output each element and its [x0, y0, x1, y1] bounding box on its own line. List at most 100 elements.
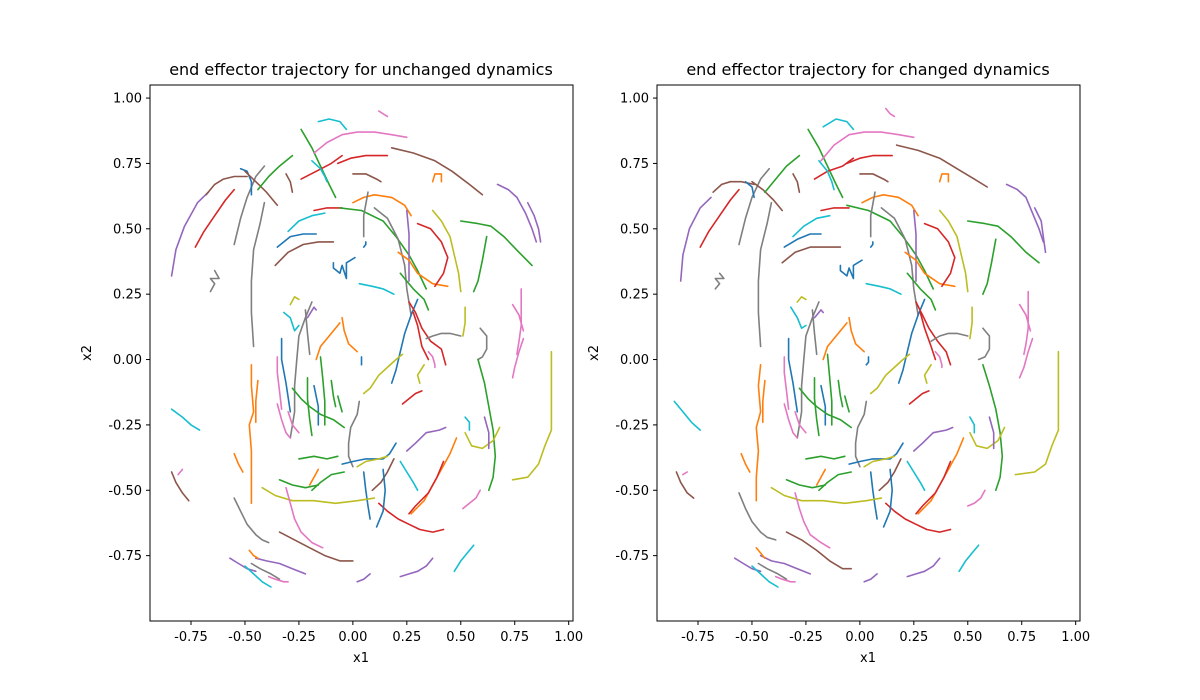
left-chart-title: end effector trajectory for unchanged dy… — [169, 60, 553, 79]
left-trajectory-73 — [330, 379, 337, 408]
right-trajectory-61 — [822, 322, 848, 361]
left-trajectory-19 — [306, 306, 318, 319]
left-trajectory-56 — [362, 353, 404, 395]
right-x-tick-label: 0.00 — [845, 630, 874, 645]
left-trajectory-83 — [405, 426, 447, 452]
right-trajectory-110 — [863, 573, 878, 583]
left-trajectory-28 — [526, 201, 542, 243]
right-trajectory-77 — [761, 379, 766, 424]
right-y-tick-label: -0.50 — [615, 484, 649, 499]
right-trajectory-16 — [781, 246, 842, 264]
left-trajectory-84 — [399, 460, 419, 492]
left-trajectory-66 — [276, 356, 283, 411]
left-trajectory-39 — [431, 209, 462, 293]
left-trajectory-76 — [248, 363, 255, 505]
left-trajectory-78 — [233, 452, 244, 473]
right-trajectory-66 — [783, 356, 790, 411]
left-trajectory-50 — [477, 327, 488, 361]
left-trajectory-87 — [464, 426, 501, 450]
left-trajectory-51 — [462, 306, 466, 337]
right-x-tick-label: 0.25 — [899, 630, 928, 645]
right-x-axis-label: x1 — [860, 651, 876, 666]
left-trajectory-60 — [341, 316, 359, 353]
left-y-tick-label: 0.75 — [113, 157, 142, 172]
right-trajectory-36 — [912, 209, 917, 282]
left-trajectory-71 — [287, 410, 300, 434]
right-trajectory-91 — [958, 544, 980, 573]
right-trajectory-62 — [865, 356, 870, 366]
right-y-axis-label: x2 — [587, 345, 602, 361]
left-x-tick-label: 0.00 — [338, 630, 367, 645]
right-trajectory-74 — [843, 395, 850, 413]
right-trajectory-24 — [846, 154, 894, 165]
left-trajectory-97 — [298, 455, 339, 460]
left-axes-frame — [149, 84, 574, 622]
right-ticks: -0.75 -0.50 -0.25 0.00 0.25 0.50 0.75 1.00 -0.75… — [615, 92, 1090, 645]
right-trajectory-49 — [930, 332, 969, 343]
left-trajectory-106 — [244, 565, 272, 588]
right-x-tick-label: 0.50 — [953, 630, 982, 645]
left-trajectory-6 — [209, 269, 220, 293]
left-trajectory-96 — [278, 478, 320, 489]
left-trajectory-49 — [425, 332, 462, 340]
right-y-tick-label: -0.75 — [615, 549, 649, 564]
right-trajectory-14 — [792, 214, 831, 238]
left-y-tick-label: -0.50 — [108, 484, 142, 499]
right-trajectory-8 — [744, 180, 755, 199]
left-trajectory-25 — [352, 173, 382, 183]
right-trajectory-60 — [848, 316, 866, 353]
right-trajectory-21 — [822, 118, 855, 131]
right-trajectory-43 — [839, 259, 863, 280]
left-y-tick-label: 0.00 — [113, 353, 142, 368]
left-trajectory-11 — [250, 201, 266, 348]
right-trajectory-79 — [848, 442, 904, 465]
left-trajectory-81 — [356, 455, 389, 468]
right-trajectory-64 — [811, 309, 818, 356]
left-trajectory-12 — [285, 173, 294, 193]
right-trajectory-9 — [751, 180, 784, 212]
right-trajectory-58 — [982, 363, 1004, 492]
left-ticks: -0.75 -0.50 -0.25 0.00 0.25 0.50 0.75 1.00 -0.75… — [108, 92, 583, 645]
left-trajectory-1 — [170, 471, 190, 502]
left-x-tick-label: 1.00 — [554, 630, 583, 645]
left-trajectory-31 — [352, 194, 412, 217]
right-trajectory-102 — [738, 492, 777, 541]
right-trajectory-42 — [869, 241, 874, 248]
right-trajectory-103 — [785, 531, 853, 570]
left-trajectory-90 — [462, 489, 482, 510]
right-axes-frame — [656, 84, 1081, 622]
right-trajectory-82 — [908, 390, 930, 405]
right-trajectory-106 — [751, 565, 779, 588]
right-trajectory-44 — [865, 282, 902, 296]
right-trajectory-68 — [820, 384, 827, 426]
right-trajectory-54 — [1018, 337, 1034, 379]
left-trajectory-14 — [287, 212, 326, 233]
right-trajectory-18 — [789, 306, 807, 330]
left-trajectory-103 — [278, 531, 354, 562]
right-trajectory-48 — [919, 311, 937, 361]
left-trajectory-59 — [511, 350, 553, 481]
left-trajectory-10 — [257, 154, 294, 191]
right-trajectory-1 — [675, 471, 695, 499]
right-trajectory-107 — [757, 562, 788, 581]
right-trajectory-83 — [912, 426, 954, 452]
left-trajectory-67 — [306, 376, 313, 437]
left-trajectory-13 — [300, 128, 337, 199]
right-trajectory-15 — [783, 233, 822, 248]
left-trajectory-93 — [377, 502, 445, 533]
right-trajectory-95 — [882, 468, 894, 528]
left-trajectory-32 — [313, 207, 343, 212]
left-trajectory-5 — [205, 175, 248, 196]
left-trajectory-4 — [194, 188, 235, 248]
left-trajectory-43 — [332, 256, 356, 280]
left-trajectory-77 — [255, 379, 259, 424]
right-y-tick-label: 0.25 — [620, 288, 649, 303]
right-trajectory-109 — [774, 575, 796, 583]
right-trajectory-35 — [880, 207, 919, 316]
right-y-tick-label: -0.25 — [615, 418, 649, 433]
left-x-tick-label: -0.50 — [228, 630, 262, 645]
right-trajectory-28 — [1033, 207, 1047, 254]
right-trajectory-6 — [714, 272, 725, 290]
right-trajectory-0 — [673, 400, 702, 431]
